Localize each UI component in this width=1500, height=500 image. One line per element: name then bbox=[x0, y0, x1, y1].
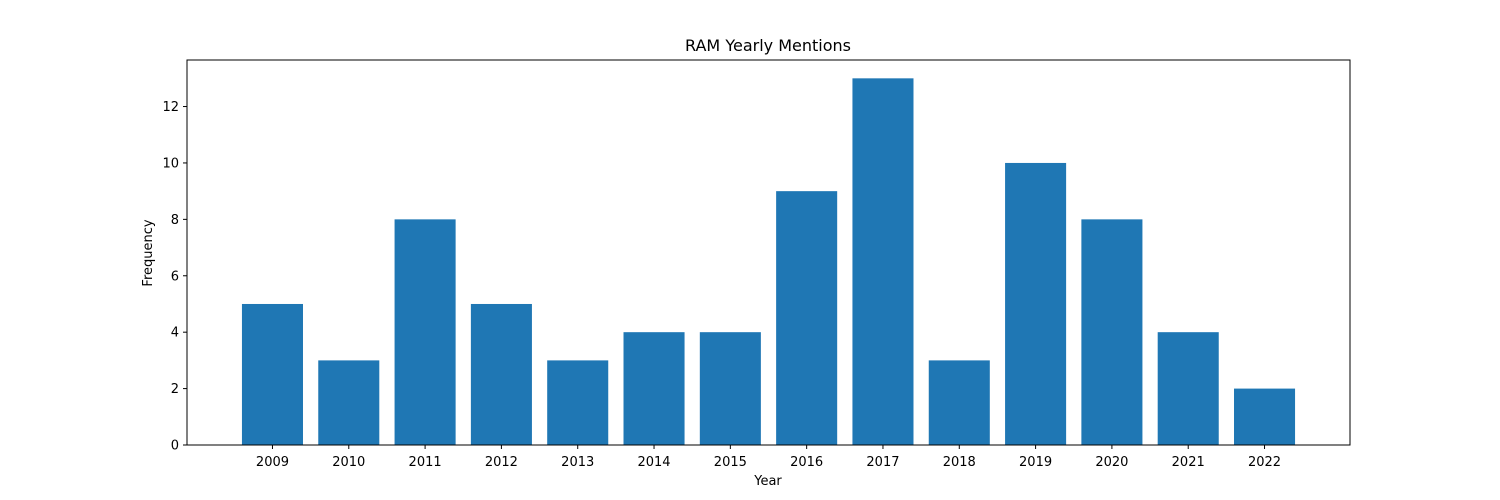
chart-title: RAM Yearly Mentions bbox=[685, 36, 851, 55]
x-tick-label: 2011 bbox=[409, 455, 442, 470]
bar-2009 bbox=[241, 303, 303, 445]
bar-2011 bbox=[394, 219, 456, 445]
bar-2015 bbox=[699, 332, 761, 445]
bar-2016 bbox=[776, 191, 838, 445]
x-tick-label: 2009 bbox=[256, 455, 289, 470]
x-tick-label: 2019 bbox=[1019, 455, 1052, 470]
y-axis-ticks: 0 2 4 6 8 10 12 bbox=[162, 100, 187, 454]
x-tick-label: 2012 bbox=[485, 455, 518, 470]
y-tick-label: 4 bbox=[171, 326, 179, 341]
x-tick-label: 2018 bbox=[943, 455, 976, 470]
y-tick-label: 12 bbox=[162, 100, 179, 115]
bar-2017 bbox=[852, 78, 914, 445]
y-tick-label: 6 bbox=[171, 269, 179, 284]
x-tick-label: 2017 bbox=[866, 455, 899, 470]
bar-2019 bbox=[1005, 162, 1067, 445]
x-tick-label: 2016 bbox=[790, 455, 823, 470]
bar-2014 bbox=[623, 332, 685, 445]
x-tick-label: 2022 bbox=[1248, 455, 1281, 470]
plot-frame bbox=[186, 59, 1351, 446]
x-tick-label: 2010 bbox=[332, 455, 365, 470]
x-tick-label: 2020 bbox=[1095, 455, 1128, 470]
bars-group bbox=[241, 78, 1296, 445]
x-tick-label: 2021 bbox=[1172, 455, 1205, 470]
y-tick-label: 2 bbox=[171, 382, 179, 397]
x-tick-label: 2014 bbox=[637, 455, 670, 470]
bar-2020 bbox=[1081, 219, 1143, 445]
bar-2022 bbox=[1234, 388, 1296, 445]
x-tick-label: 2013 bbox=[561, 455, 594, 470]
y-tick-label: 8 bbox=[171, 213, 179, 228]
x-tick-label: 2015 bbox=[714, 455, 747, 470]
bar-2018 bbox=[928, 360, 990, 445]
bar-2021 bbox=[1157, 332, 1219, 445]
y-axis-title: Frequency bbox=[141, 219, 156, 286]
bar-2012 bbox=[470, 303, 532, 445]
x-axis-ticks: 2009 2010 2011 2012 2013 2014 2015 2016 2017 2018… bbox=[256, 445, 1281, 470]
y-tick-label: 0 bbox=[171, 439, 179, 454]
bar-2013 bbox=[547, 360, 609, 445]
bar-2010 bbox=[318, 360, 380, 445]
x-axis-title: Year bbox=[753, 474, 782, 489]
y-tick-label: 10 bbox=[162, 156, 179, 171]
